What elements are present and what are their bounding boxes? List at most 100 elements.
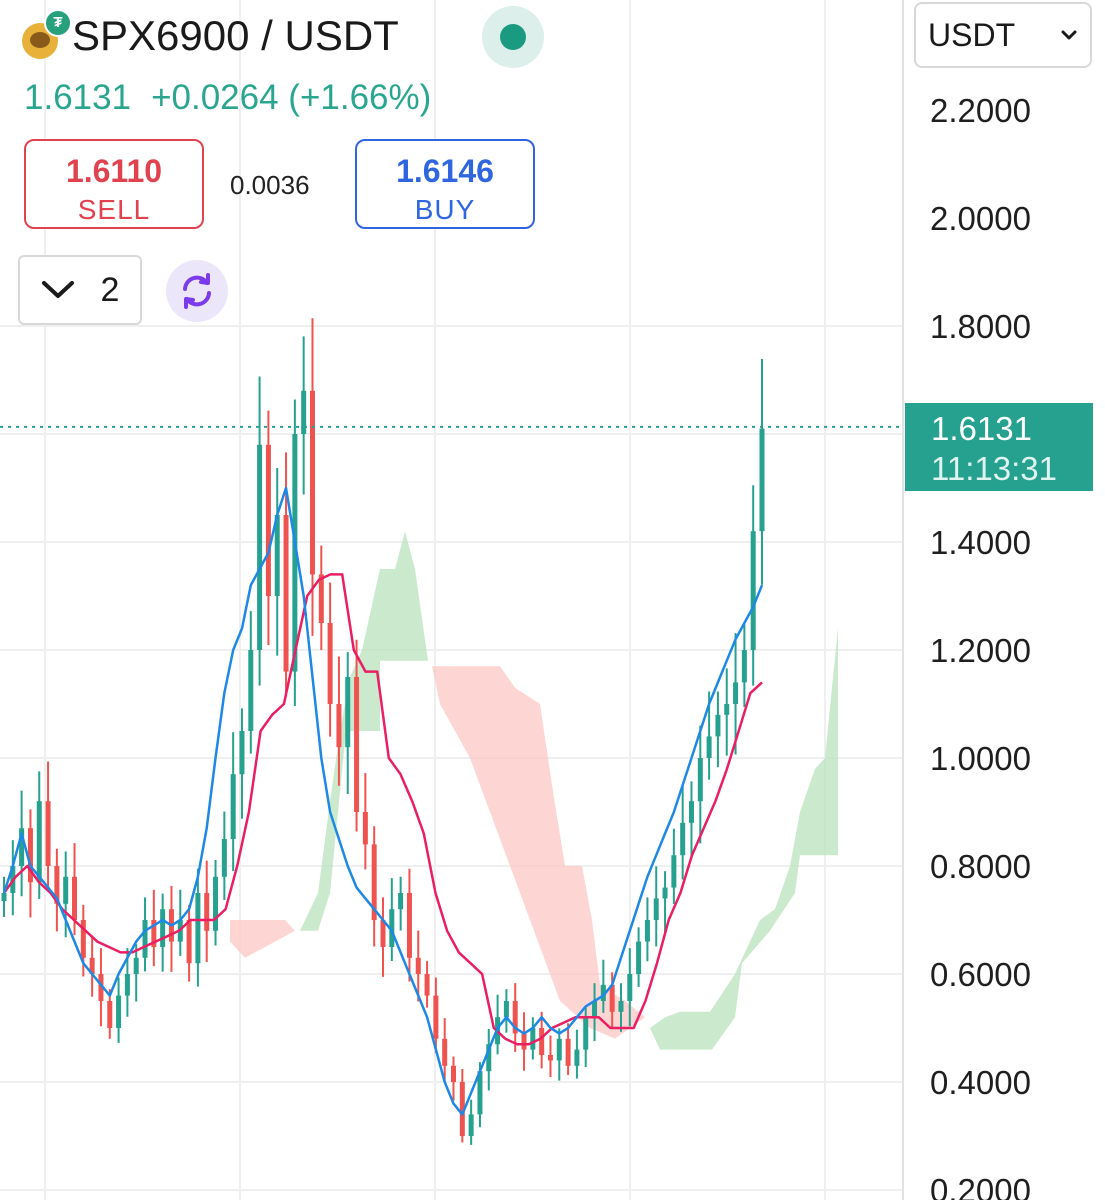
candle-body — [318, 574, 324, 623]
candle-body — [733, 682, 739, 704]
sell-price: 1.6110 — [65, 153, 163, 189]
quote-currency-value: USDT — [928, 16, 1016, 53]
candle-body — [644, 920, 650, 942]
candle-body — [653, 898, 659, 920]
candle-body — [715, 714, 721, 737]
buy-label: BUY — [414, 194, 476, 225]
price-axis[interactable]: 2.2000 2.0000 1.8000 1.4000 1.2000 1.0000 0.80… — [930, 92, 1031, 1200]
price-axis-tick: 2.0000 — [930, 200, 1031, 237]
candle-body — [697, 758, 703, 802]
interval-dropdown[interactable]: 2 — [18, 255, 142, 325]
bearish-cloud — [432, 666, 645, 1039]
bullish-cloud — [300, 531, 428, 931]
candle-body — [459, 1082, 465, 1136]
candle-body — [354, 677, 360, 812]
candle-body — [98, 974, 104, 1001]
candle-body — [213, 876, 219, 931]
last-price: 1.6131 — [24, 78, 132, 117]
candle-body — [398, 893, 404, 910]
candle-body — [204, 893, 210, 931]
candle-body — [116, 995, 122, 1028]
candle-body — [362, 812, 368, 845]
candle-body — [503, 1001, 509, 1018]
candle-body — [309, 390, 315, 575]
candle-body — [89, 957, 95, 974]
candle-body — [274, 515, 280, 596]
refresh-button[interactable] — [166, 260, 228, 322]
bearish-cloud — [230, 920, 295, 958]
indicator-lines — [2, 486, 764, 1116]
tether-icon: ₮ — [44, 9, 72, 37]
candle-body — [415, 957, 421, 974]
ichimoku-cloud — [230, 531, 838, 1050]
candle-body — [195, 893, 201, 964]
candle-body — [36, 801, 42, 883]
candle-body — [151, 920, 157, 947]
candle-body — [451, 1065, 457, 1082]
candle-body — [72, 876, 78, 920]
candle-body — [671, 855, 677, 888]
price-axis-tick: 1.2000 — [930, 632, 1031, 669]
spx-coin-icon: ₮ — [22, 9, 72, 59]
candle-body — [63, 876, 69, 904]
candle-body — [442, 1038, 448, 1066]
interval-value: 2 — [100, 270, 120, 309]
candle-body — [521, 1033, 527, 1050]
candle-body — [142, 920, 148, 958]
sell-button[interactable]: 1.6110 SELL — [24, 139, 204, 229]
candle-body — [688, 801, 694, 823]
price-axis-tick: 1.4000 — [930, 524, 1031, 561]
candle-body — [539, 1028, 545, 1055]
candle-body — [389, 909, 395, 947]
candle-body — [618, 1001, 624, 1012]
last-price-tag-value: 1.6131 — [931, 410, 1032, 447]
candle-body — [380, 920, 386, 947]
price-axis-tick: 0.8000 — [930, 848, 1031, 885]
candle-body — [486, 1044, 492, 1072]
price-axis-tick: 0.4000 — [930, 1064, 1031, 1101]
quote-currency-select[interactable]: USDT — [914, 2, 1092, 68]
candle-countdown: 11:13:31 — [931, 450, 1058, 487]
candle-body — [160, 909, 166, 947]
chevron-down-icon — [1061, 30, 1077, 40]
candlestick-series — [1, 318, 765, 1145]
price-axis-tick: 2.2000 — [930, 92, 1031, 129]
candle-body — [556, 1038, 562, 1061]
candle-body — [80, 920, 86, 958]
price-change: +0.0264 — [151, 78, 279, 117]
fast-line — [2, 486, 764, 1116]
candle-body — [186, 920, 192, 964]
candle-body — [706, 736, 712, 758]
candle-body — [724, 704, 730, 715]
pair-symbol[interactable]: SPX6900 / USDT — [72, 12, 399, 59]
candle-body — [133, 957, 139, 974]
candle-body — [336, 704, 342, 748]
candle-body — [424, 974, 430, 996]
candle-body — [680, 822, 686, 856]
candle-body — [345, 677, 351, 748]
candle-body — [239, 731, 245, 775]
candle-body — [636, 941, 642, 974]
symbol-header[interactable]: ₮ SPX6900 / USDT — [22, 8, 399, 64]
candle-body — [592, 1001, 598, 1018]
candle-body — [583, 1017, 589, 1050]
buy-button[interactable]: 1.6146 BUY — [355, 139, 535, 229]
candle-body — [221, 839, 227, 877]
candle-body — [530, 1028, 536, 1050]
buy-price: 1.6146 — [396, 153, 494, 189]
candle-body — [468, 1114, 474, 1136]
candle-body — [759, 428, 765, 532]
spread-value: 0.0036 — [230, 170, 310, 200]
market-status-indicator — [482, 6, 544, 68]
candle-body — [27, 828, 33, 883]
candle-body — [662, 887, 668, 899]
candle-body — [627, 974, 633, 1001]
candle-body — [265, 444, 271, 596]
live-dot-icon — [500, 24, 526, 50]
candle-body — [45, 801, 51, 866]
candle-body — [609, 984, 615, 1012]
candle-body — [292, 434, 298, 672]
candle-body — [230, 774, 236, 839]
price-summary: 1.6131 +0.0264 (+1.66%) — [24, 78, 431, 118]
price-axis-tick: 0.6000 — [930, 956, 1031, 993]
